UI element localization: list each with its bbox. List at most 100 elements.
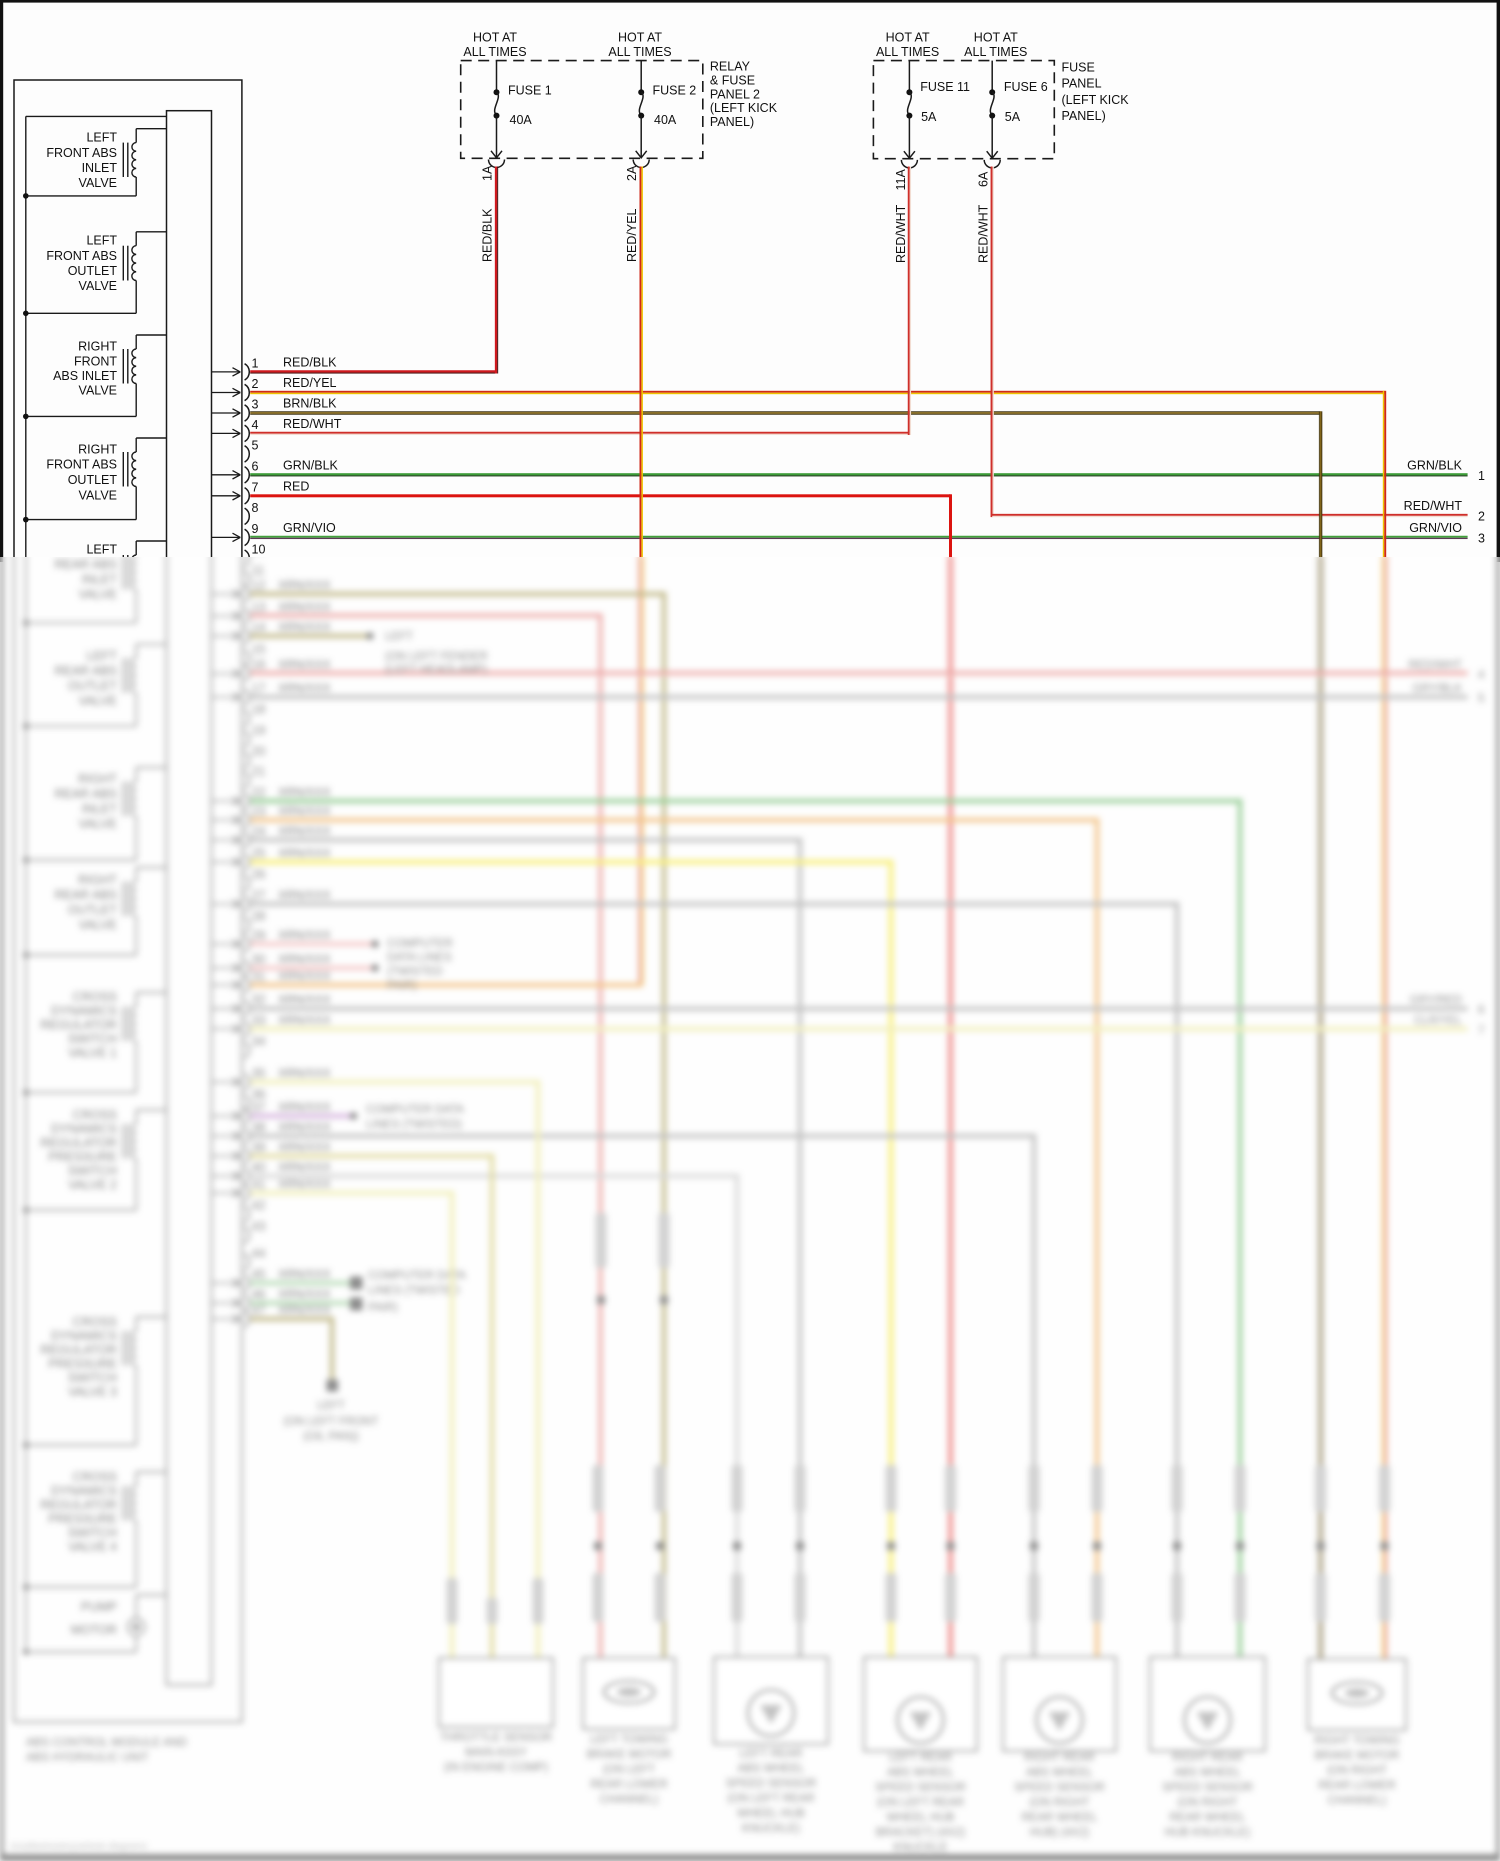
svg-text:FRONT ABS: FRONT ABS: [46, 249, 117, 263]
svg-text:BRACKET) (4X2): BRACKET) (4X2): [876, 1827, 966, 1839]
svg-text:HOT AT: HOT AT: [974, 31, 1018, 45]
svg-text:5: 5: [1478, 693, 1484, 705]
svg-text:XRN/XXX: XRN/XXX: [278, 1287, 331, 1301]
svg-text:8: 8: [252, 501, 259, 515]
svg-text:DYNAMICS: DYNAMICS: [51, 1329, 117, 1343]
svg-text:FRONT: FRONT: [74, 354, 117, 368]
svg-text:REGULATOR: REGULATOR: [40, 1498, 117, 1512]
svg-text:PAIR): PAIR): [387, 980, 417, 992]
svg-text:LINES (TWISTED: LINES (TWISTED: [368, 1285, 460, 1297]
svg-text:XRN/XXX: XRN/XXX: [278, 1303, 331, 1317]
svg-text:22: 22: [252, 786, 266, 800]
svg-text:XRN/XXX: XRN/XXX: [278, 1177, 331, 1191]
svg-text:VALVE: VALVE: [79, 588, 117, 602]
svg-text:PANEL: PANEL: [1062, 77, 1102, 91]
svg-text:38: 38: [252, 1121, 266, 1135]
svg-text:THROTTLE SENSOR: THROTTLE SENSOR: [440, 1732, 552, 1744]
svg-text:LEFT: LEFT: [86, 131, 117, 145]
svg-text:25: 25: [252, 847, 266, 861]
svg-text:LEFT: LEFT: [317, 1400, 345, 1412]
svg-text:ABS WHEEL: ABS WHEEL: [1026, 1767, 1094, 1779]
svg-text:28: 28: [252, 910, 266, 924]
svg-text:RIGHT REAR: RIGHT REAR: [1172, 1752, 1243, 1764]
svg-text:troubleshootmyvehicle diagrams: troubleshootmyvehicle diagrams: [11, 1841, 147, 1852]
svg-text:FRONT ABS: FRONT ABS: [46, 146, 117, 160]
svg-text:LEFT: LEFT: [86, 543, 117, 557]
svg-text:ALL TIMES: ALL TIMES: [463, 45, 526, 59]
svg-text:XRN/XXX: XRN/XXX: [278, 1013, 331, 1027]
svg-text:42: 42: [252, 1199, 266, 1213]
svg-text:INLET: INLET: [82, 802, 118, 816]
svg-text:18: 18: [252, 703, 266, 717]
svg-text:REAR WHEEL: REAR WHEEL: [1021, 1812, 1098, 1824]
svg-text:9: 9: [252, 522, 259, 536]
svg-text:RED/WHT: RED/WHT: [1408, 660, 1462, 672]
svg-text:DYNAMICS: DYNAMICS: [51, 1004, 117, 1018]
svg-text:VALVE: VALVE: [79, 918, 117, 932]
svg-text:33: 33: [252, 1014, 266, 1028]
svg-text:31: 31: [252, 970, 266, 984]
svg-text:RIGHT: RIGHT: [78, 772, 117, 786]
svg-text:2A: 2A: [625, 165, 639, 181]
svg-text:WHEEL HUB: WHEEL HUB: [737, 1808, 805, 1820]
svg-text:19: 19: [252, 724, 266, 738]
svg-text:VALVE: VALVE: [79, 817, 117, 831]
svg-text:FUSE 6: FUSE 6: [1004, 80, 1048, 94]
svg-text:41: 41: [252, 1178, 266, 1192]
svg-text:14: 14: [252, 621, 266, 635]
svg-text:XRN/XXX: XRN/XXX: [278, 824, 331, 838]
svg-text:XRN/XXX: XRN/XXX: [278, 846, 331, 860]
svg-text:VALVE: VALVE: [79, 694, 117, 708]
svg-text:LEFT REAR: LEFT REAR: [889, 1752, 952, 1764]
svg-text:XRN/XXX: XRN/XXX: [278, 1066, 331, 1080]
svg-text:(ON LEFT REAR: (ON LEFT REAR: [727, 1793, 814, 1805]
svg-text:BRAKE MOTOR: BRAKE MOTOR: [1315, 1750, 1400, 1762]
svg-text:3: 3: [252, 398, 259, 412]
svg-text:XRN/XXX: XRN/XXX: [278, 620, 331, 634]
svg-text:37: 37: [252, 1101, 266, 1115]
svg-text:VALVE 1: VALVE 1: [68, 1046, 117, 1060]
svg-text:40A: 40A: [510, 113, 533, 127]
svg-text:DATA LINES: DATA LINES: [387, 952, 452, 964]
svg-text:KNUCKLE): KNUCKLE): [742, 1823, 800, 1835]
svg-text:PRESSURE: PRESSURE: [48, 1357, 117, 1371]
svg-text:REAR ABS: REAR ABS: [54, 558, 117, 572]
svg-text:23: 23: [252, 805, 266, 819]
svg-text:GRN/VIO: GRN/VIO: [283, 521, 336, 535]
svg-text:1: 1: [1478, 469, 1485, 483]
svg-text:REAR WHEEL: REAR WHEEL: [1169, 1812, 1246, 1824]
svg-text:RIGHT TOWING: RIGHT TOWING: [1314, 1735, 1400, 1747]
svg-text:10: 10: [252, 543, 266, 557]
svg-text:32: 32: [252, 993, 266, 1007]
svg-text:17: 17: [252, 682, 266, 696]
svg-text:PANEL 2: PANEL 2: [710, 87, 760, 101]
svg-text:5: 5: [252, 438, 259, 452]
svg-text:4: 4: [252, 418, 259, 432]
svg-text:3: 3: [1478, 531, 1485, 545]
svg-text:RED/BLK: RED/BLK: [283, 355, 337, 369]
svg-text:6A: 6A: [977, 171, 991, 187]
svg-text:XRN/XXX: XRN/XXX: [278, 928, 331, 942]
svg-text:CROSS: CROSS: [73, 1108, 117, 1122]
svg-text:LEFT TOWING: LEFT TOWING: [590, 1734, 668, 1746]
svg-text:VALVE 4: VALVE 4: [68, 1540, 117, 1554]
svg-text:ALL TIMES: ALL TIMES: [964, 45, 1027, 59]
svg-text:XRN/XXX: XRN/XXX: [278, 578, 331, 592]
svg-text:SWITCH: SWITCH: [68, 1526, 117, 1540]
svg-text:CHANNEL): CHANNEL): [1328, 1795, 1387, 1807]
svg-text:XRN/XXX: XRN/XXX: [278, 1140, 331, 1154]
svg-text:21: 21: [252, 765, 266, 779]
svg-text:45: 45: [252, 1268, 266, 1282]
svg-text:(OIL PAN)): (OIL PAN)): [303, 1431, 359, 1443]
svg-text:RIGHT REAR: RIGHT REAR: [1024, 1752, 1095, 1764]
svg-text:RED: RED: [283, 479, 309, 493]
svg-text:SWITCH: SWITCH: [68, 1371, 117, 1385]
svg-text:(ON RIGHT: (ON RIGHT: [1029, 1797, 1089, 1809]
svg-text:SPEED SENSOR: SPEED SENSOR: [1014, 1782, 1105, 1794]
svg-text:SWITCH: SWITCH: [68, 1032, 117, 1046]
svg-text:HOT AT: HOT AT: [473, 31, 517, 45]
svg-text:OUTLET: OUTLET: [68, 903, 118, 917]
svg-text:WHEEL HUB: WHEEL HUB: [887, 1812, 955, 1824]
svg-text:FUSE 2: FUSE 2: [653, 84, 697, 98]
svg-text:6: 6: [252, 459, 259, 473]
